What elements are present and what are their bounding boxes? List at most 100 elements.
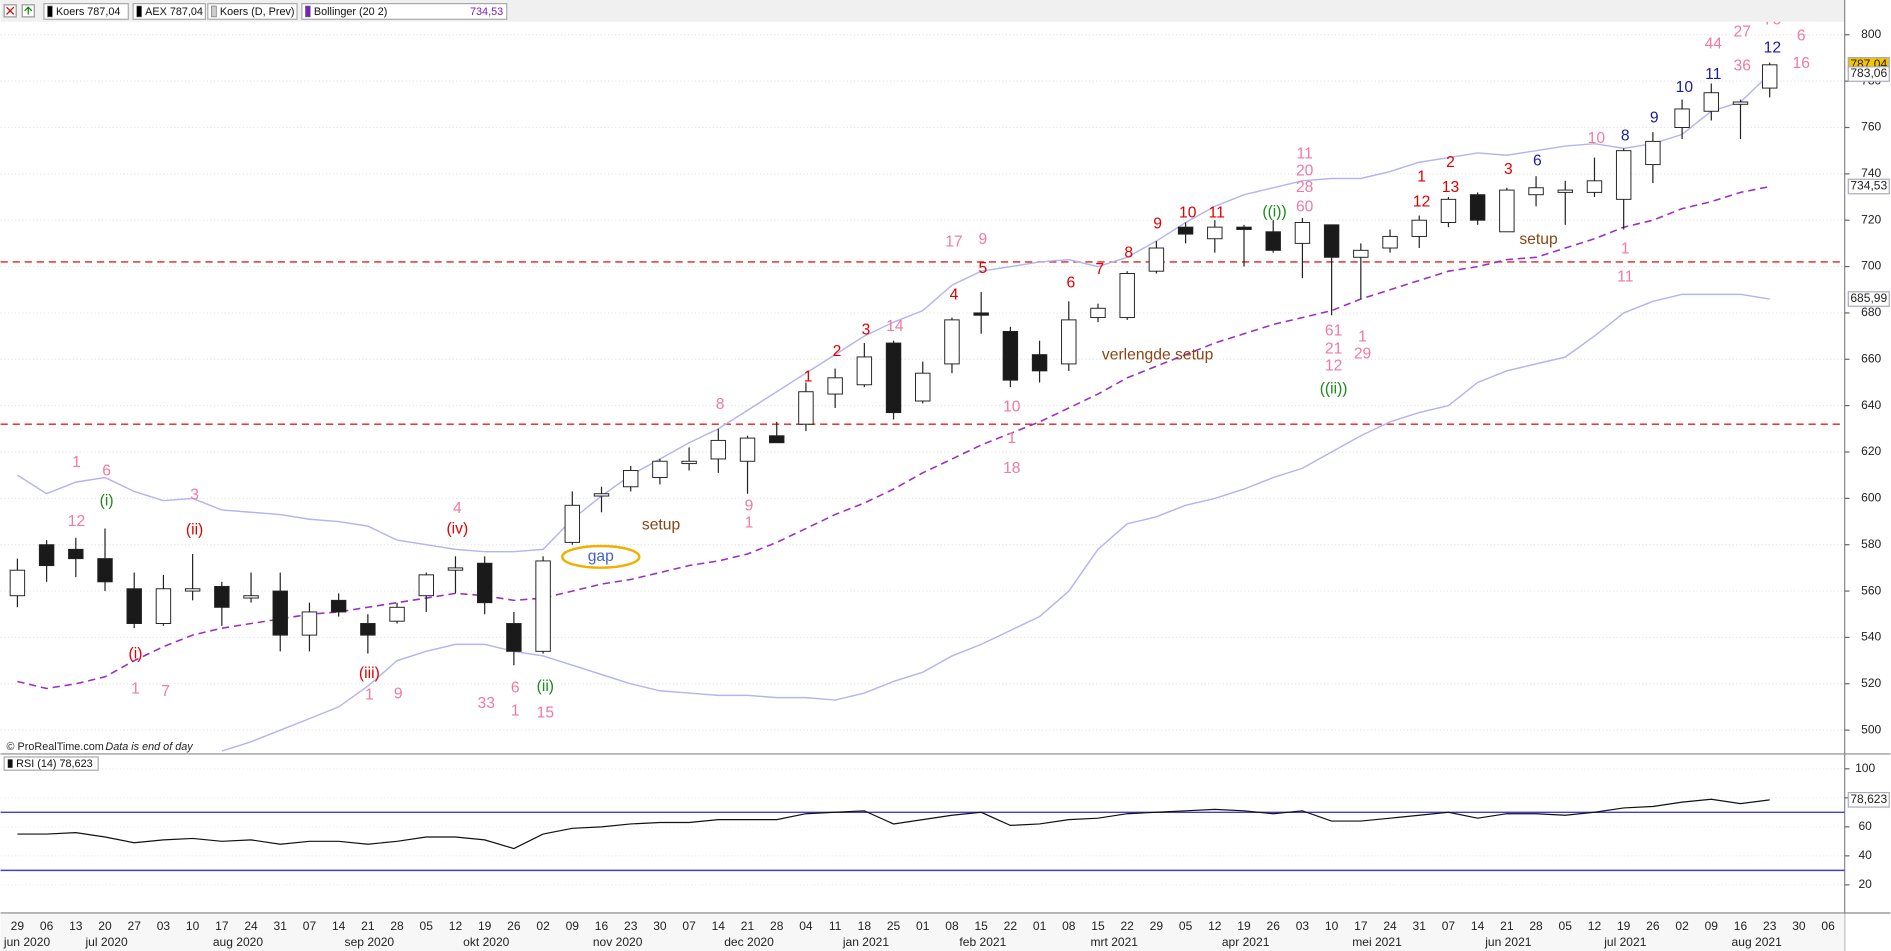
annotation: 44	[1705, 36, 1723, 53]
legend-label: Bollinger (20 2)	[314, 6, 387, 18]
x-tick-label: 02	[1675, 919, 1689, 933]
x-tick-label: 15	[1091, 919, 1105, 933]
annotation: 6	[1797, 27, 1806, 44]
annotation: 1	[72, 454, 81, 471]
up-icon	[24, 6, 33, 15]
month-label: jul 2020	[84, 935, 127, 949]
annotation: 3	[190, 487, 199, 504]
annotation: 27	[1734, 24, 1751, 41]
y-tick-label: 540	[1861, 630, 1881, 644]
candle-body	[885, 342, 902, 414]
candle-body	[1265, 231, 1281, 251]
annotation: 8	[1621, 127, 1630, 144]
y-tick-label: 580	[1861, 537, 1881, 551]
last-value-box	[1847, 66, 1890, 82]
annotation: 10	[1003, 399, 1021, 416]
annotation: ((i))	[1262, 203, 1286, 220]
candle-body	[1148, 247, 1165, 272]
x-tick-label: 12	[449, 919, 463, 933]
x-tick-label: 11	[829, 919, 842, 933]
x-tick-label: 05	[420, 919, 434, 933]
candle-body	[506, 623, 522, 652]
candle-body	[272, 590, 288, 636]
y-tick-label: 640	[1861, 398, 1881, 412]
month-label: dec 2020	[724, 935, 774, 949]
candle-body	[1382, 235, 1398, 249]
annotation: 9	[1650, 109, 1659, 126]
candle-body	[915, 372, 931, 402]
x-tick-label: 19	[1237, 919, 1251, 933]
footer-copyright: © ProRealTime.com	[7, 741, 104, 753]
y-tick-label: 520	[1861, 676, 1881, 690]
candle-body	[1353, 249, 1369, 258]
x-tick-label: 19	[1617, 919, 1631, 933]
x-tick-label: 07	[303, 919, 317, 933]
x-tick-label: 21	[361, 919, 375, 933]
candle-body	[330, 599, 347, 613]
annotation: 3	[862, 321, 871, 338]
annotation: setup	[1519, 231, 1558, 248]
month-label: jun 2021	[1484, 935, 1532, 949]
month-label: okt 2020	[463, 935, 510, 949]
bollinger-lower	[221, 293, 1770, 752]
y-tick-label: 740	[1861, 166, 1881, 180]
x-tick-label: 29	[1150, 919, 1164, 933]
x-tick-label: 05	[1559, 919, 1573, 933]
annotation: 16	[1793, 55, 1811, 72]
rsi-swatch	[7, 759, 13, 768]
candle-body	[1703, 92, 1720, 112]
month-label: jun 2020	[3, 935, 51, 949]
annotation: verlengde setup	[1102, 347, 1214, 364]
candle-body	[1586, 180, 1603, 193]
month-label: jan 2021	[842, 935, 890, 949]
x-tick-label: 14	[712, 919, 726, 933]
candle-body	[126, 588, 142, 625]
x-tick-label: 09	[1705, 919, 1719, 933]
x-tick-label: 12	[1208, 919, 1222, 933]
candle-body	[1031, 354, 1048, 372]
annotation: 8	[1124, 244, 1133, 261]
annotation: 14	[886, 318, 904, 335]
candle-body	[184, 588, 201, 592]
x-tick-label: 03	[1296, 919, 1310, 933]
x-tick-label: 01	[1033, 919, 1047, 933]
x-tick-label: 14	[1471, 919, 1485, 933]
candle-body	[214, 585, 230, 608]
x-tick-label: 15	[974, 919, 988, 933]
annotation: 9	[745, 497, 754, 514]
annotation: 1	[365, 687, 374, 704]
candle-body	[1236, 226, 1252, 230]
annotation: 17	[945, 233, 962, 250]
y-tick-label: 720	[1861, 212, 1881, 226]
x-tick-label: 02	[536, 919, 550, 933]
x-tick-label: 03	[157, 919, 171, 933]
annotation: ((ii))	[1320, 380, 1348, 397]
candle-body	[564, 504, 581, 543]
annotation: 1	[1358, 329, 1367, 346]
x-tick-label: 28	[1529, 919, 1543, 933]
y-tick-label: 620	[1861, 444, 1881, 458]
candle-body	[1119, 273, 1135, 319]
last-value-box	[1847, 178, 1890, 195]
annotation: 7	[161, 683, 170, 700]
annotation: 15	[537, 705, 555, 722]
x-tick-label: 30	[653, 919, 667, 933]
y-tick-label: 500	[1861, 722, 1881, 736]
x-tick-label: 10	[1325, 919, 1339, 933]
annotation: 1	[745, 514, 754, 531]
x-tick-label: 14	[332, 919, 346, 933]
month-label: feb 2021	[959, 935, 1006, 949]
x-tick-label: 09	[566, 919, 580, 933]
candle-body	[944, 319, 960, 365]
overlay: 5005205405605806006206406606807007207407…	[3, 3, 1890, 949]
x-tick-label: 17	[1354, 919, 1368, 933]
annotation: 61	[1325, 323, 1342, 340]
x-tick-label: 06	[40, 919, 54, 933]
legend-swatch	[305, 5, 311, 18]
annotation: (ii)	[537, 678, 554, 695]
x-tick-label: 26	[1267, 919, 1281, 933]
x-tick-label: 24	[244, 919, 258, 933]
x-tick-label: 26	[507, 919, 521, 933]
candle-body	[593, 493, 610, 497]
